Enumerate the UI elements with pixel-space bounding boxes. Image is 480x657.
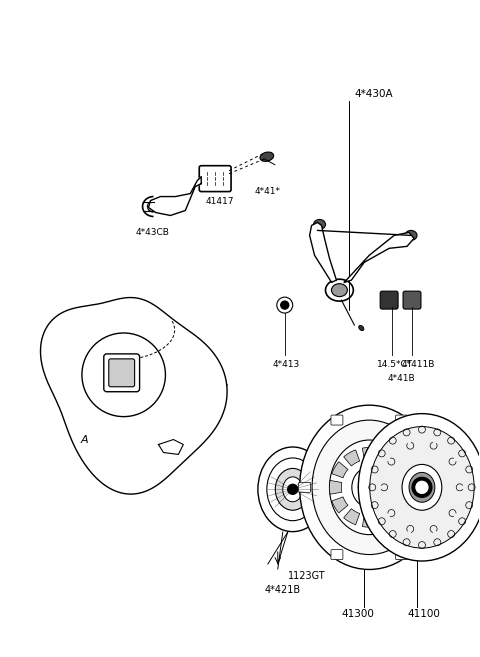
Ellipse shape xyxy=(359,325,364,330)
Ellipse shape xyxy=(267,458,319,521)
Ellipse shape xyxy=(258,447,327,532)
Ellipse shape xyxy=(325,279,353,301)
Ellipse shape xyxy=(332,284,348,296)
Ellipse shape xyxy=(276,468,310,510)
Wedge shape xyxy=(391,497,407,513)
Circle shape xyxy=(412,478,432,497)
Text: 4*41B: 4*41B xyxy=(387,374,415,383)
Wedge shape xyxy=(391,462,407,478)
Circle shape xyxy=(416,482,428,493)
Text: 4*41*: 4*41* xyxy=(255,187,281,196)
Wedge shape xyxy=(344,509,360,525)
Wedge shape xyxy=(332,462,348,478)
Text: 41417: 41417 xyxy=(206,196,234,206)
Polygon shape xyxy=(310,223,336,283)
Ellipse shape xyxy=(402,464,442,510)
Ellipse shape xyxy=(300,405,439,570)
Wedge shape xyxy=(362,515,376,527)
Text: 4*430A: 4*430A xyxy=(354,89,393,99)
Text: 4*421B: 4*421B xyxy=(265,585,301,595)
FancyBboxPatch shape xyxy=(109,359,134,387)
Text: A: A xyxy=(80,434,88,445)
Polygon shape xyxy=(148,177,201,215)
Ellipse shape xyxy=(405,231,417,240)
FancyBboxPatch shape xyxy=(299,482,311,492)
FancyBboxPatch shape xyxy=(428,482,440,492)
Text: 4*411B: 4*411B xyxy=(401,360,434,369)
Wedge shape xyxy=(396,480,409,494)
Ellipse shape xyxy=(363,480,375,494)
Ellipse shape xyxy=(283,477,302,502)
FancyBboxPatch shape xyxy=(199,166,231,192)
Wedge shape xyxy=(379,509,395,525)
FancyBboxPatch shape xyxy=(403,291,421,309)
Text: 1123GT: 1123GT xyxy=(288,571,325,581)
Ellipse shape xyxy=(312,420,426,555)
Ellipse shape xyxy=(260,152,274,162)
FancyBboxPatch shape xyxy=(380,291,398,309)
FancyBboxPatch shape xyxy=(331,415,343,425)
Text: 14.5*CT: 14.5*CT xyxy=(377,360,413,369)
Text: 41100: 41100 xyxy=(407,609,440,619)
FancyBboxPatch shape xyxy=(104,354,140,392)
Circle shape xyxy=(288,484,298,494)
FancyBboxPatch shape xyxy=(331,550,343,560)
FancyBboxPatch shape xyxy=(396,550,408,560)
Ellipse shape xyxy=(370,426,474,548)
Text: 41300: 41300 xyxy=(341,609,374,619)
Ellipse shape xyxy=(358,414,480,561)
FancyBboxPatch shape xyxy=(396,415,408,425)
Ellipse shape xyxy=(313,219,325,229)
Ellipse shape xyxy=(358,474,380,500)
Wedge shape xyxy=(344,450,360,466)
Wedge shape xyxy=(362,447,376,460)
Ellipse shape xyxy=(409,472,435,502)
Wedge shape xyxy=(332,497,348,513)
Wedge shape xyxy=(379,450,395,466)
Circle shape xyxy=(281,301,288,309)
Text: 4*413: 4*413 xyxy=(273,360,300,369)
Wedge shape xyxy=(329,480,342,494)
Text: 4*43CB: 4*43CB xyxy=(135,229,169,237)
Ellipse shape xyxy=(352,467,387,507)
Ellipse shape xyxy=(329,440,409,535)
Polygon shape xyxy=(344,233,414,283)
